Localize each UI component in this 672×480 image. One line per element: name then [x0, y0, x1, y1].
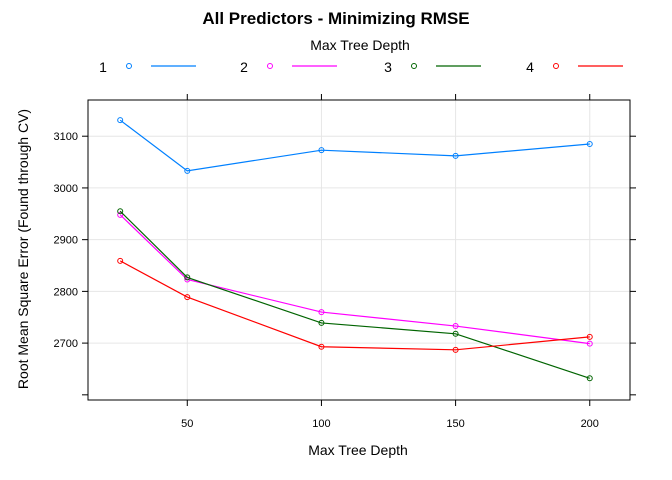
- data-point: [318, 309, 325, 316]
- data-point: [452, 152, 459, 159]
- legend-item-2: 2: [240, 59, 337, 75]
- data-point: [586, 340, 593, 347]
- y-tick-label: 2700: [54, 338, 78, 350]
- data-point: [117, 211, 124, 218]
- legend-marker: [267, 63, 273, 69]
- x-tick-label: 150: [446, 418, 464, 430]
- data-point: [117, 117, 124, 124]
- data-point: [452, 346, 459, 353]
- y-tick-label: 2900: [54, 235, 78, 247]
- data-point: [184, 274, 191, 281]
- data-point: [117, 257, 124, 264]
- data-point: [452, 323, 459, 330]
- x-tick-label: 50: [181, 418, 193, 430]
- data-point: [586, 140, 593, 147]
- legend-item-4: 4: [526, 59, 623, 75]
- series-group: [117, 117, 593, 382]
- series-4: [117, 257, 593, 353]
- legend-item-3: 3: [384, 59, 481, 75]
- series-2: [117, 211, 593, 347]
- data-point: [452, 330, 459, 337]
- series-line: [119, 214, 590, 345]
- legend-label: 4: [526, 59, 534, 75]
- legend-item-1: 1: [99, 59, 196, 75]
- y-tick-label: 2800: [54, 286, 78, 298]
- x-tick-label: 200: [581, 418, 599, 430]
- x-axis-label: Max Tree Depth: [308, 442, 408, 458]
- legend-label: 1: [99, 59, 107, 75]
- data-point: [586, 375, 593, 382]
- series-line: [119, 119, 590, 172]
- data-point: [318, 319, 325, 326]
- series-line: [119, 210, 590, 379]
- x-tick-label: 100: [312, 418, 330, 430]
- axes: 50 100 150 200 2700 2800 2900 3000 3100: [54, 94, 636, 430]
- data-point: [184, 167, 191, 174]
- legend-marker: [126, 63, 132, 69]
- series-3: [117, 208, 593, 382]
- series-1: [117, 117, 593, 174]
- data-point: [586, 333, 593, 340]
- data-point: [184, 294, 191, 301]
- y-tick-label: 3100: [54, 131, 78, 143]
- legend-marker: [553, 63, 559, 69]
- grid: [88, 100, 630, 400]
- legend-title: Max Tree Depth: [310, 37, 410, 53]
- series-line: [119, 260, 590, 351]
- data-point: [318, 343, 325, 350]
- legend: 1 2 3 4: [99, 59, 623, 75]
- data-point: [117, 208, 124, 215]
- chart-title: All Predictors - Minimizing RMSE: [202, 9, 469, 28]
- data-point: [318, 147, 325, 154]
- legend-label: 3: [384, 59, 392, 75]
- legend-marker: [411, 63, 417, 69]
- y-tick-label: 3000: [54, 183, 78, 195]
- y-axis-label: Root Mean Square Error (Found through CV…: [15, 109, 31, 389]
- legend-label: 2: [240, 59, 248, 75]
- plot-frame: [87, 99, 631, 401]
